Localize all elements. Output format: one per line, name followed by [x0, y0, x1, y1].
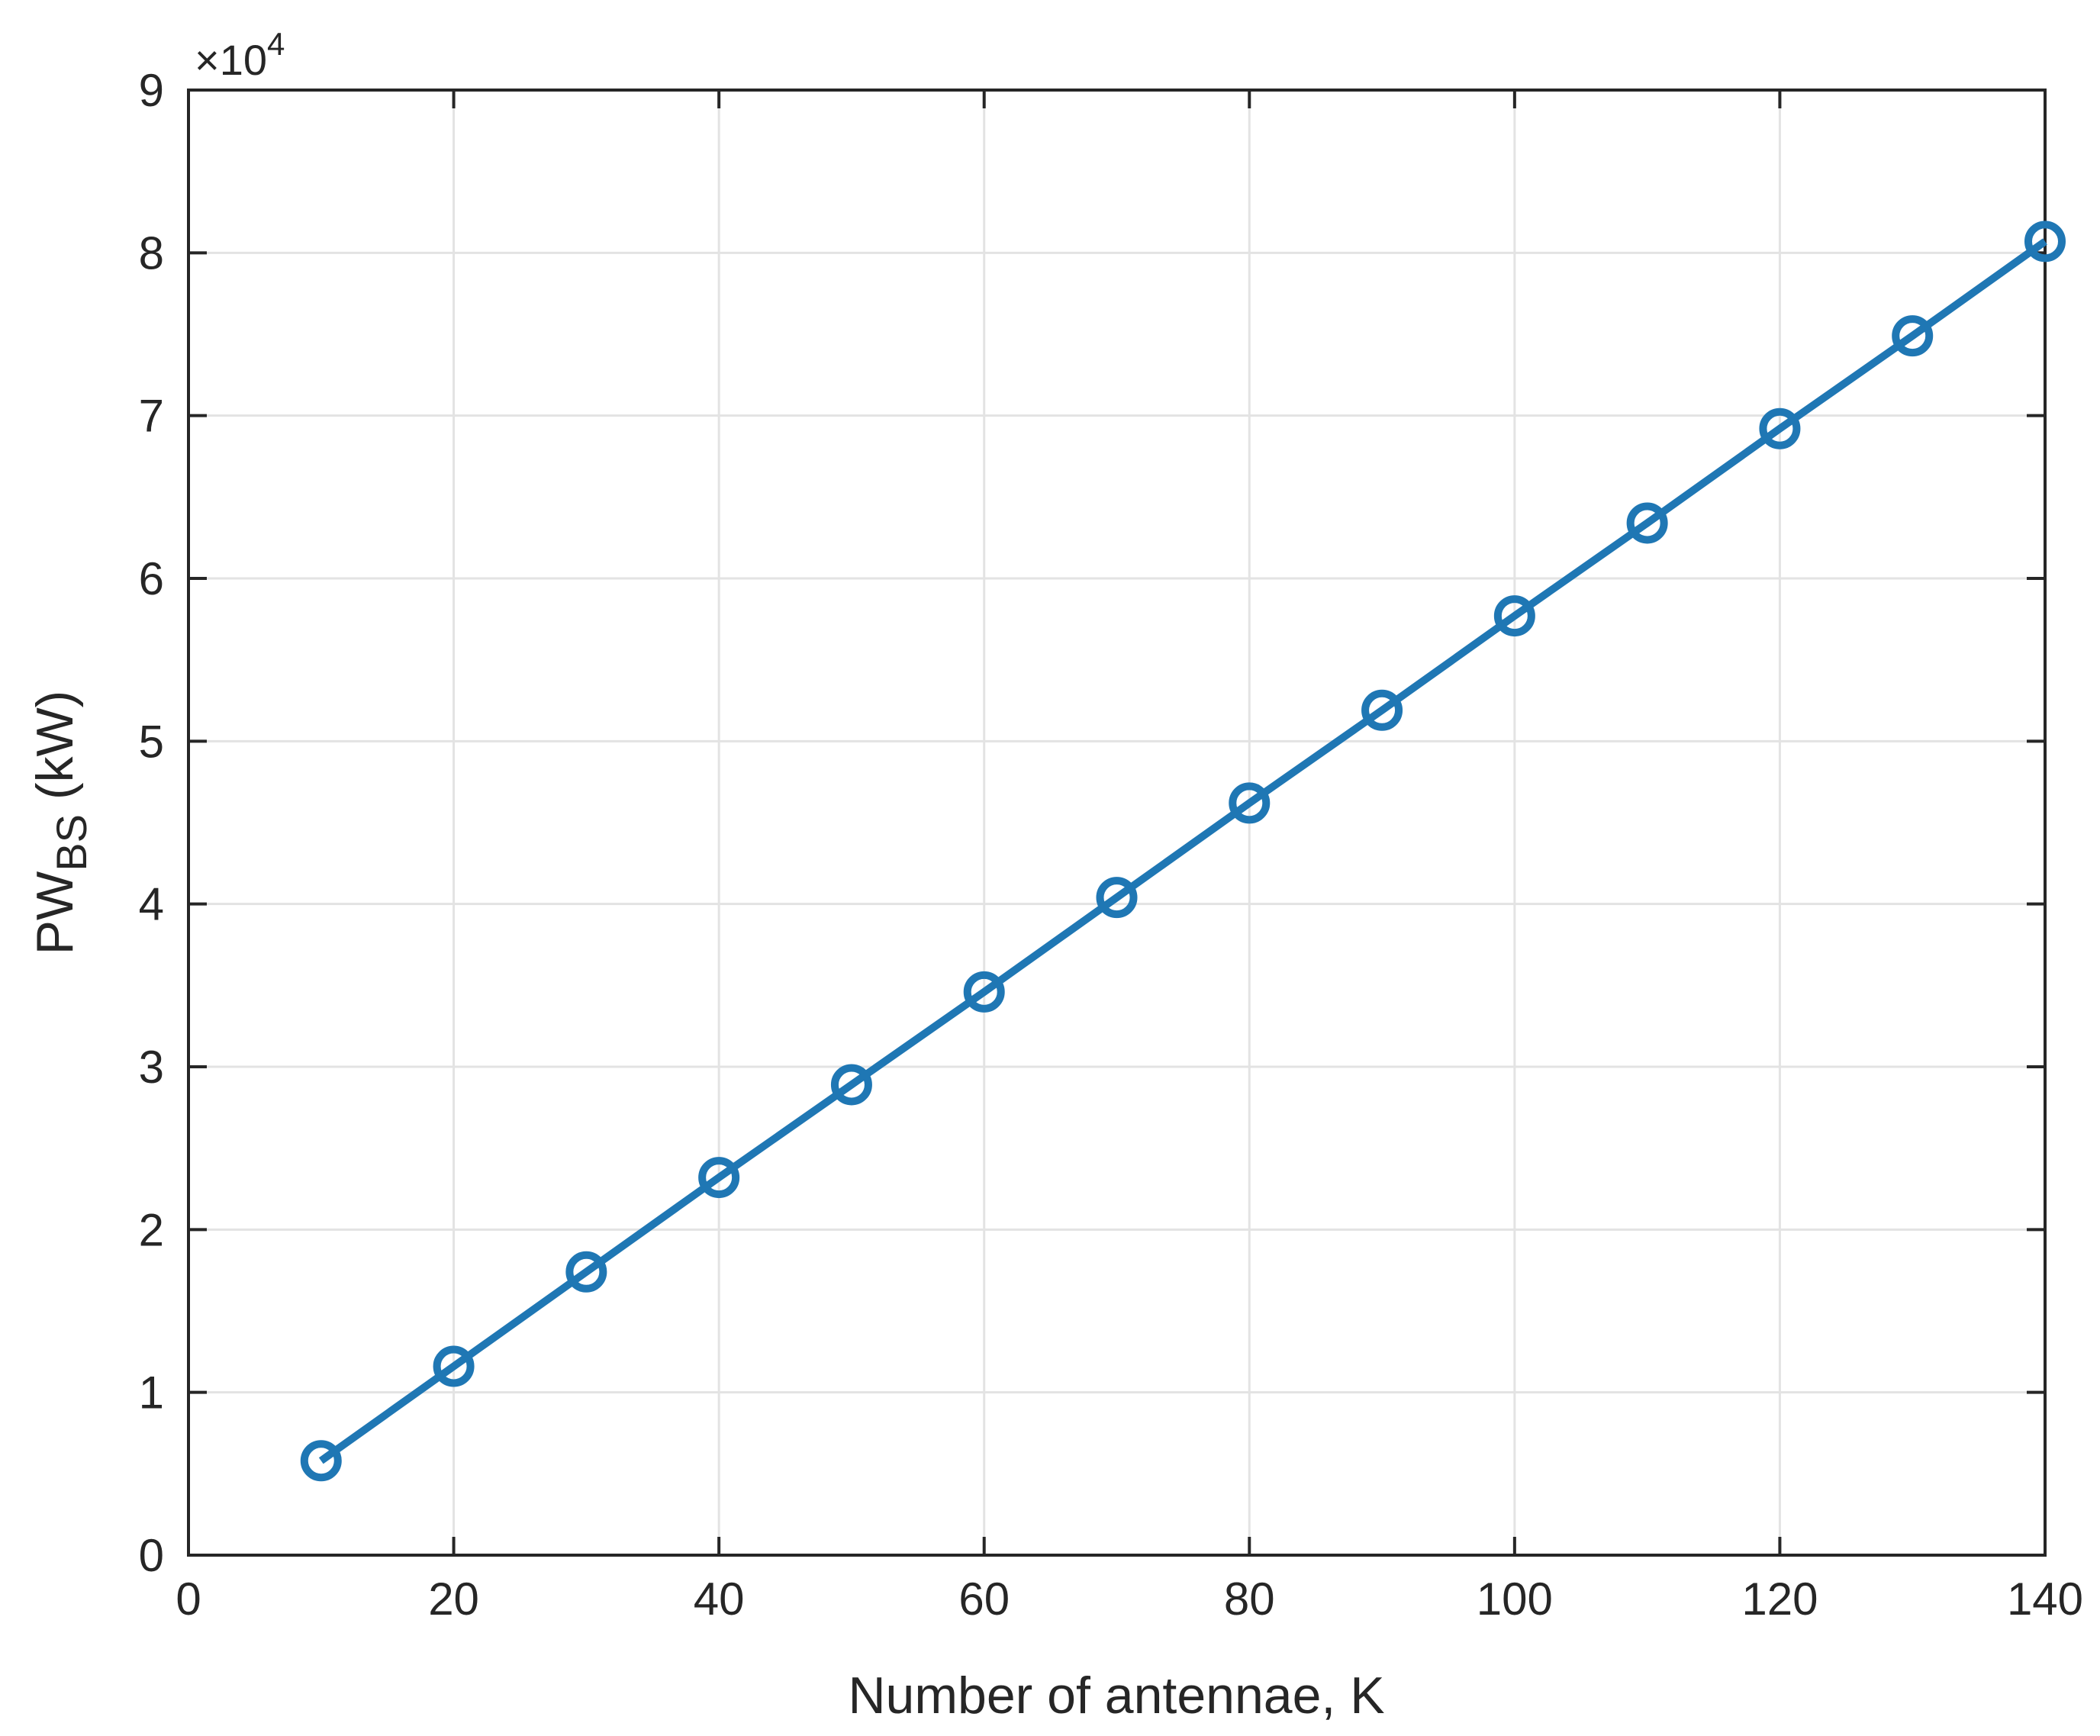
data-point [1892, 315, 1934, 357]
x-tick-label: 120 [1741, 1573, 1818, 1625]
data-point [565, 1251, 607, 1293]
axes [187, 89, 2047, 1557]
y-axis-title: PWBS (kW) [26, 691, 95, 955]
data-point [830, 1064, 872, 1106]
y-tick-label: 5 [139, 716, 164, 767]
x-tick-label: 60 [958, 1573, 1010, 1625]
axes-box [187, 89, 2047, 1557]
plot-area [188, 90, 2045, 1555]
ticks: 0 20 40 60 80 100 120 140 0 1 2 3 4 5 6 7 8 9 [139, 65, 2083, 1625]
x-tick-label: 20 [428, 1573, 479, 1625]
y-exponent-prefix: ×10 [195, 36, 267, 84]
y-tick-label: 6 [139, 553, 164, 604]
data-point [1493, 595, 1535, 637]
y-tick-label: 7 [139, 391, 164, 442]
y-exponent-label: ×104 [195, 26, 285, 84]
data-point [963, 971, 1005, 1013]
y-tick-label: 0 [139, 1530, 164, 1581]
data-point [1626, 502, 1668, 544]
y-tick-label: 1 [139, 1367, 164, 1419]
y-axis-title-main: PW [26, 871, 84, 955]
x-axis-title: Number of antennae, K [848, 1667, 1384, 1725]
grid [188, 90, 2045, 1555]
data-point [433, 1345, 475, 1387]
data-point [698, 1157, 740, 1199]
y-tick-label: 2 [139, 1204, 164, 1255]
x-tick-label: 140 [2007, 1573, 2083, 1625]
series-line [318, 238, 2047, 1464]
labels: ×104 Number of antennae, K PWBS (kW) [26, 26, 1385, 1725]
data-point [300, 1440, 342, 1482]
data-point [1229, 782, 1271, 824]
data-point [1759, 407, 1801, 449]
y-tick-label: 4 [139, 879, 164, 930]
data-point [1096, 877, 1138, 919]
x-tick-label: 100 [1477, 1573, 1553, 1625]
y-tick-label: 8 [139, 227, 164, 279]
y-tick-label: 9 [139, 65, 164, 116]
y-axis-title-subscript: BS [47, 814, 95, 871]
x-tick-label: 40 [694, 1573, 745, 1625]
x-tick-label: 80 [1224, 1573, 1275, 1625]
y-tick-label: 3 [139, 1042, 164, 1093]
y-exponent-power: 4 [267, 26, 285, 62]
y-axis-title-unit: (kW) [26, 691, 84, 814]
series [300, 221, 2066, 1482]
x-tick-label: 0 [176, 1573, 201, 1625]
data-point [1361, 689, 1403, 731]
data-point [2024, 221, 2066, 262]
